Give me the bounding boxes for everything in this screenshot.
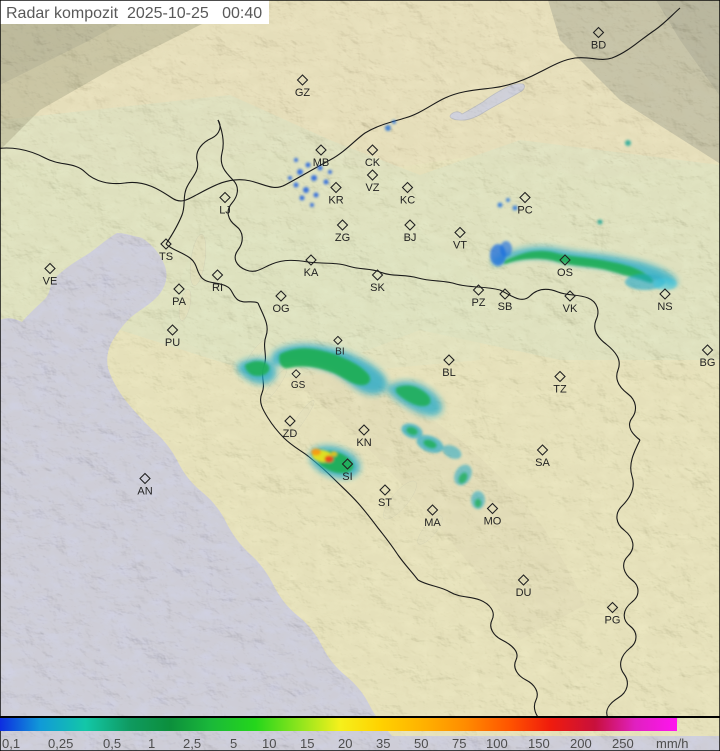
svg-text:KN: KN (356, 437, 371, 449)
svg-text:35: 35 (376, 736, 390, 751)
svg-text:mm/h: mm/h (656, 736, 689, 751)
svg-text:10: 10 (262, 736, 276, 751)
svg-text:PC: PC (517, 205, 532, 217)
svg-text:BI: BI (335, 346, 344, 357)
svg-text:50: 50 (414, 736, 428, 751)
svg-text:CK: CK (365, 157, 381, 169)
svg-text:ST: ST (378, 497, 392, 509)
svg-text:200: 200 (570, 736, 592, 751)
svg-text:BJ: BJ (404, 232, 417, 244)
svg-text:75: 75 (452, 736, 466, 751)
svg-text:0,5: 0,5 (103, 736, 121, 751)
svg-text:PU: PU (165, 337, 180, 349)
svg-text:PZ: PZ (471, 297, 485, 309)
svg-text:PG: PG (605, 615, 621, 627)
svg-text:VE: VE (43, 276, 58, 288)
svg-text:ZG: ZG (335, 232, 350, 244)
svg-text:0,25: 0,25 (48, 736, 73, 751)
svg-text:SI: SI (342, 471, 352, 483)
svg-text:OG: OG (272, 303, 289, 315)
svg-text:SA: SA (535, 457, 550, 469)
svg-text:AN: AN (137, 486, 152, 498)
svg-text:OS: OS (557, 267, 573, 279)
svg-text:VK: VK (563, 303, 578, 315)
svg-text:NS: NS (657, 301, 672, 313)
svg-text:LJ: LJ (219, 205, 231, 217)
svg-text:TS: TS (159, 251, 173, 263)
svg-text:KA: KA (304, 267, 319, 279)
svg-text:MB: MB (313, 157, 330, 169)
svg-text:ZD: ZD (283, 428, 298, 440)
svg-text:150: 150 (528, 736, 550, 751)
svg-text:100: 100 (486, 736, 508, 751)
svg-text:VZ: VZ (365, 182, 379, 194)
svg-text:SB: SB (498, 301, 513, 313)
svg-text:BG: BG (700, 357, 716, 369)
svg-text:250: 250 (612, 736, 634, 751)
svg-text:BD: BD (591, 40, 606, 52)
svg-text:KC: KC (400, 195, 415, 207)
svg-text:GZ: GZ (295, 87, 311, 99)
svg-text:DU: DU (516, 587, 532, 599)
svg-text:MA: MA (424, 517, 441, 529)
svg-text:SK: SK (370, 282, 385, 294)
svg-text:20: 20 (338, 736, 352, 751)
svg-text:PA: PA (172, 296, 187, 308)
svg-text:Radar kompozit 2025-10-25 0: Radar kompozit 2025-10-25 00:40 (6, 5, 262, 22)
svg-text:1: 1 (148, 736, 155, 751)
svg-text:BL: BL (442, 367, 455, 379)
svg-text:RI: RI (212, 282, 223, 294)
svg-text:VT: VT (453, 240, 467, 252)
svg-text:2,5: 2,5 (183, 736, 201, 751)
svg-text:KR: KR (328, 195, 343, 207)
svg-text:0,1: 0,1 (2, 736, 20, 751)
svg-text:MO: MO (484, 516, 502, 528)
svg-text:15: 15 (300, 736, 314, 751)
svg-text:GS: GS (291, 380, 306, 391)
svg-text:5: 5 (230, 736, 237, 751)
svg-text:TZ: TZ (553, 384, 567, 396)
